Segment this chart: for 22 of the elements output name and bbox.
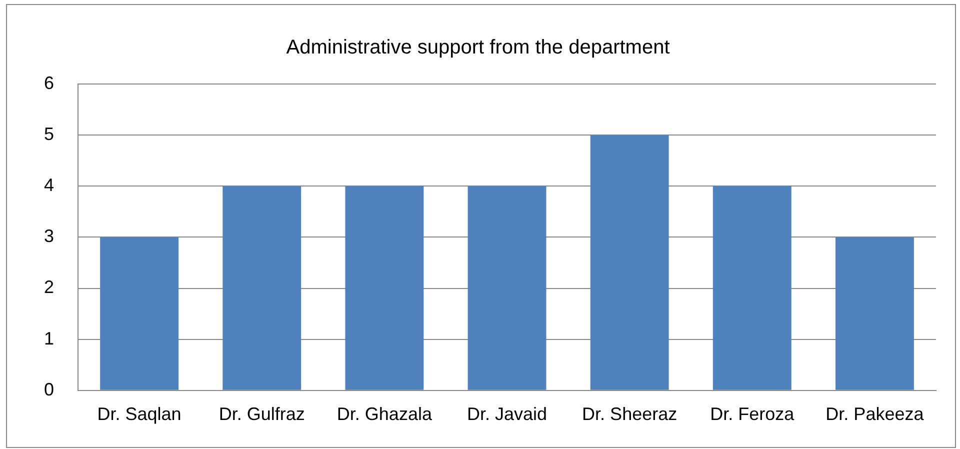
y-tick-label: 6	[44, 72, 54, 93]
x-tick-label: Dr. Feroza	[710, 404, 796, 424]
y-tick-label: 5	[44, 124, 54, 144]
bar	[468, 186, 546, 390]
bar	[345, 186, 424, 390]
x-tick-label: Dr. Gulfraz	[218, 404, 305, 424]
bar	[712, 186, 792, 390]
x-tick-label: Dr. Saqlan	[97, 404, 182, 424]
y-tick-label: 2	[44, 277, 54, 298]
x-tick-label: Dr. Pakeeza	[826, 404, 925, 424]
bar	[835, 237, 914, 390]
y-tick-label: 0	[44, 379, 54, 400]
chart-title: Administrative support from the department	[286, 36, 670, 59]
bar	[590, 135, 669, 390]
y-tick-label: 3	[44, 226, 54, 246]
y-tick-label: 4	[44, 175, 54, 196]
bar	[222, 186, 302, 390]
x-tick-label: Dr. Javaid	[466, 404, 548, 424]
y-tick-label: 1	[44, 328, 54, 348]
x-tick-label: Dr. Sheeraz	[582, 404, 678, 424]
x-tick-label: Dr. Ghazala	[336, 404, 433, 424]
bar	[100, 237, 179, 390]
